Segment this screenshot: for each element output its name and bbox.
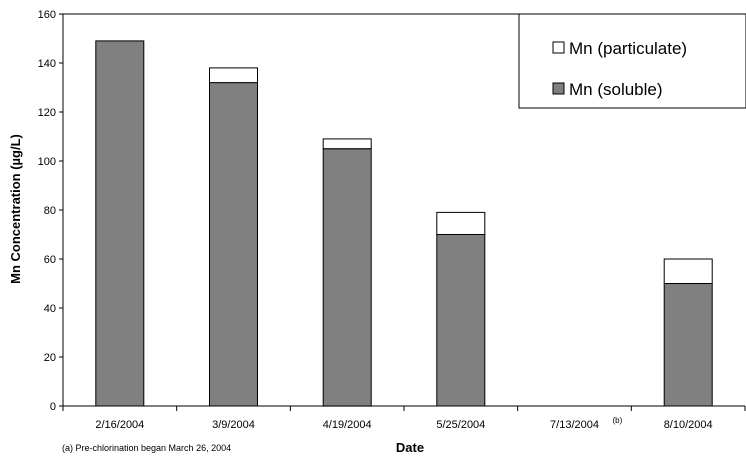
y-tick-label-8: 160 <box>38 9 56 21</box>
legend-label-particulate: Mn (particulate) <box>569 39 687 58</box>
x-tick-label-0: 2/16/2004 <box>95 419 144 431</box>
bar-particulate-3 <box>436 211 486 235</box>
x-tick-label-5: 8/10/2004 <box>664 419 713 431</box>
legend-label-soluble: Mn (soluble) <box>569 80 663 99</box>
y-tick-label-5: 100 <box>38 156 56 168</box>
y-tick-label-2: 40 <box>44 303 56 315</box>
bar-soluble-5 <box>663 283 713 407</box>
bar-soluble-1 <box>209 82 258 407</box>
bar-soluble-2 <box>322 148 372 407</box>
footnote: (a) Pre-chlorination began March 26, 200… <box>62 443 231 453</box>
y-tick-label-3: 60 <box>44 254 56 266</box>
x-tick-superscript-4: (b) <box>613 416 623 425</box>
labels-group: 0 20 40 60 80 100 120 140 160 2/16/2004 3/9/2004 4/… <box>38 9 713 431</box>
bar-particulate-2 <box>322 138 372 150</box>
x-tick-label-1: 3/9/2004 <box>212 419 255 431</box>
bar-soluble-3 <box>436 234 486 407</box>
y-axis-title: Mn Concentration (µg/L) <box>8 134 23 284</box>
legend-swatch-soluble <box>552 82 565 95</box>
bar-particulate-5 <box>663 258 713 284</box>
bars-group <box>95 40 713 407</box>
legend: Mn (particulate) Mn (soluble) <box>518 13 746 109</box>
y-tick-label-0: 0 <box>50 401 56 413</box>
y-tick-label-6: 120 <box>38 107 56 119</box>
bar-soluble-0 <box>95 40 145 407</box>
y-tick-label-7: 140 <box>38 58 56 70</box>
x-tick-label-2: 4/19/2004 <box>323 419 372 431</box>
y-tick-label-1: 20 <box>44 352 56 364</box>
x-axis-title: Date <box>396 440 424 455</box>
x-tick-label-3: 5/25/2004 <box>436 419 485 431</box>
y-tick-label-4: 80 <box>44 205 56 217</box>
x-tick-label-4: 7/13/2004 <box>550 419 599 431</box>
legend-swatch-particulate <box>552 41 565 54</box>
bar-particulate-1 <box>209 67 258 84</box>
